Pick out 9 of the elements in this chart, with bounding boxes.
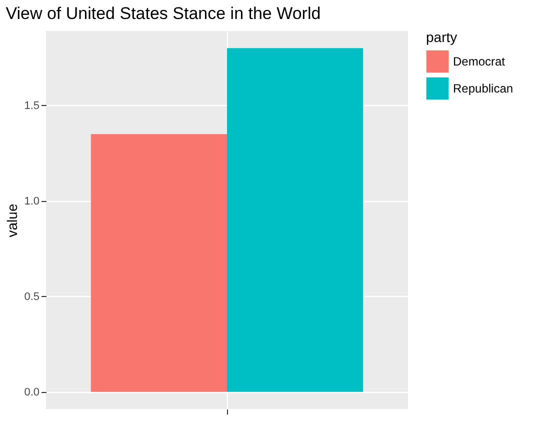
legend-title: party xyxy=(426,29,458,45)
chart-title: View of United States Stance in the World xyxy=(6,4,321,23)
legend-label: Republican xyxy=(453,82,514,96)
text: 0.0 xyxy=(24,386,40,398)
y-tick-label: 1.5 xyxy=(24,100,40,112)
y-tick-label: 0.5 xyxy=(24,290,40,303)
y-axis-title: value xyxy=(4,204,20,238)
text: 1.0 xyxy=(24,195,40,208)
legend-label: Democrat xyxy=(453,54,506,68)
